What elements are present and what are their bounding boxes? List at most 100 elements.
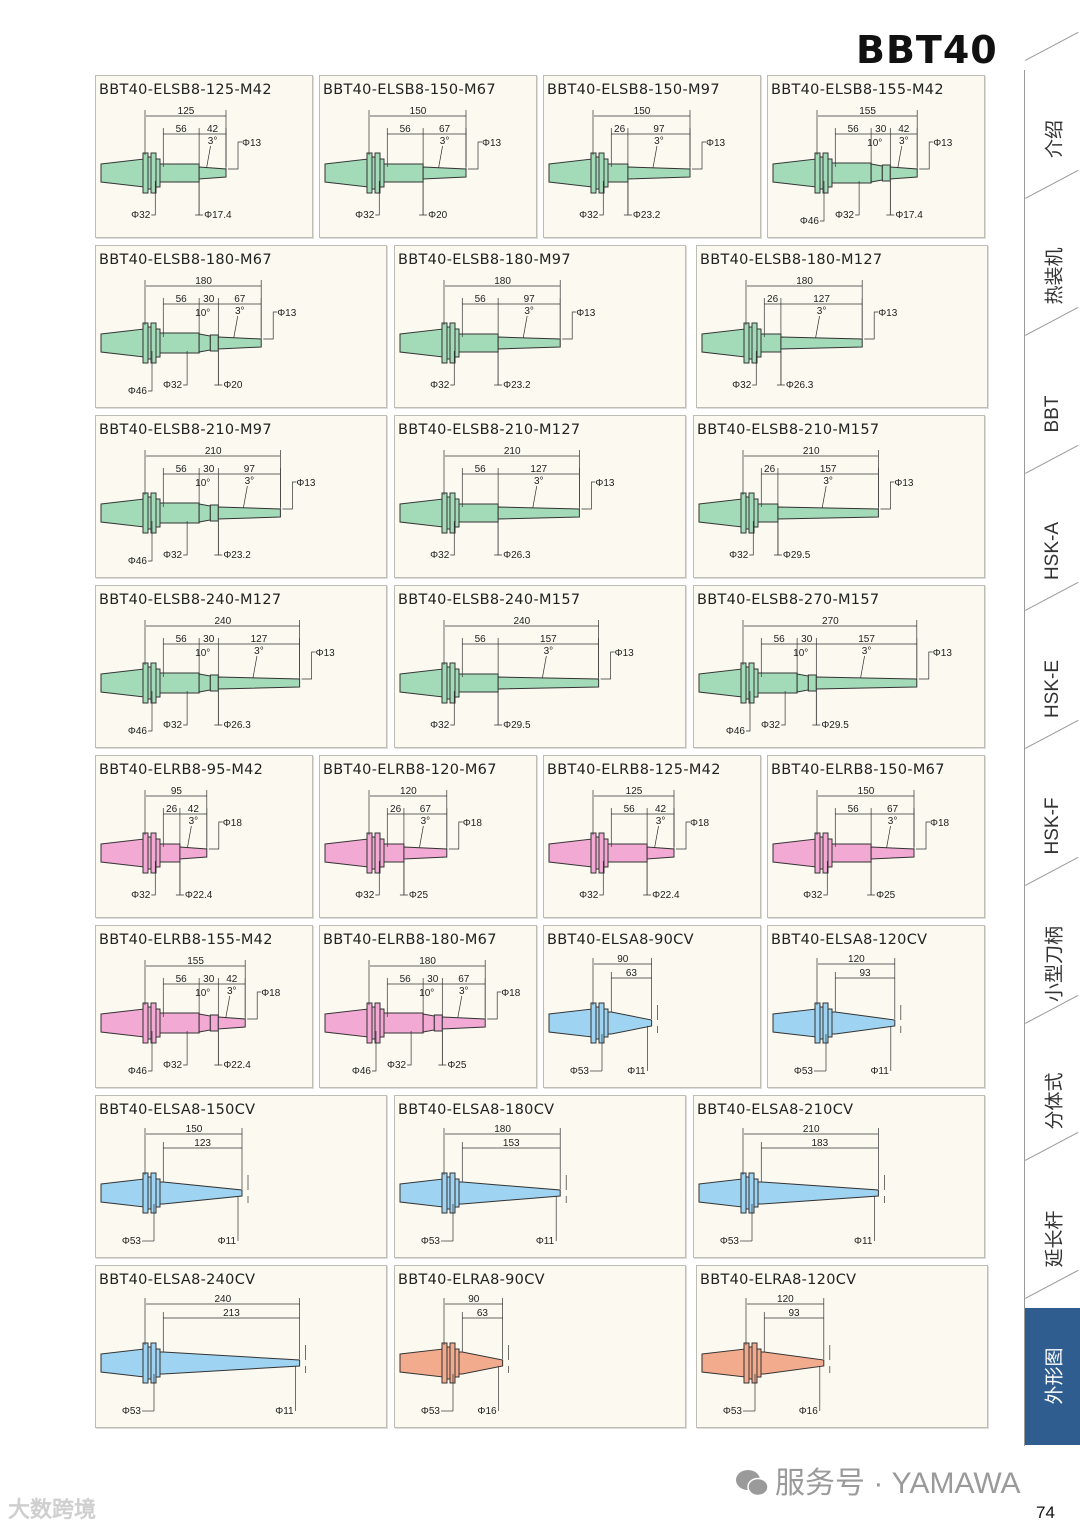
- dim-total: 240: [214, 1294, 231, 1305]
- watermark: 服务号 · YAMAWA: [735, 1458, 1021, 1502]
- section-sidebar: 介绍 热装机 BBT HSK-A HSK-E HSK-F 小型刀柄分体式 延长杆 外形图: [1024, 31, 1080, 1446]
- dim-segment: 26: [390, 804, 402, 815]
- product-card: BBT40-ELRB8-95-M42 95 26 42 3° Φ18 Φ32 Φ22.4: [95, 755, 313, 918]
- product-card: BBT40-ELSB8-125-M42 125 56 42 3° Φ13 Φ32 Φ17.4: [95, 75, 313, 238]
- holder-shape: [324, 832, 448, 874]
- dim-segment: 30: [203, 634, 215, 645]
- dim-diameter: Φ53: [794, 1066, 814, 1077]
- sidebar-tab[interactable]: BBT: [1025, 306, 1080, 482]
- product-card: BBT40-ELSA8-210CV 210 183 Φ53 Φ11: [693, 1095, 985, 1258]
- dim-total: 180: [419, 956, 436, 967]
- sidebar-tab[interactable]: HSK-E: [1025, 581, 1080, 757]
- dim-total: 120: [400, 786, 417, 797]
- product-card: BBT40-ELRB8-125-M42 125 56 42 3° Φ18 Φ32 Φ22.4: [543, 755, 761, 918]
- dim-segment: 56: [176, 294, 188, 305]
- dim-angle: 3°: [817, 306, 827, 317]
- dimensions: [816, 110, 934, 222]
- dimensions: [590, 958, 658, 1072]
- sidebar-tab-label: BBT: [1042, 395, 1063, 432]
- dim-segment: 26: [614, 124, 626, 135]
- dim-diameter: Φ16: [799, 1406, 819, 1417]
- holder-shape: [324, 1002, 486, 1044]
- dim-segment: 67: [887, 804, 899, 815]
- dim-segment: 183: [811, 1138, 828, 1149]
- dim-diameter: Φ32: [579, 890, 599, 901]
- holder-shape: [701, 1342, 825, 1384]
- dim-diameter: Φ32: [163, 380, 183, 391]
- sidebar-tab[interactable]: HSK-A: [1025, 444, 1080, 620]
- dim-segment: 30: [203, 464, 215, 475]
- dim-diameter: Φ25: [447, 1060, 467, 1071]
- dim-tip-diameter: Φ13: [316, 648, 336, 659]
- dim-diameter: Φ29.5: [783, 550, 811, 561]
- sidebar-tab[interactable]: 外形图: [1025, 1269, 1080, 1445]
- product-code: BBT40-ELSA8-90CV: [547, 932, 694, 948]
- dim-diameter: Φ32: [355, 890, 375, 901]
- sidebar-tab[interactable]: 介绍: [1025, 31, 1080, 207]
- dim-segment: 56: [176, 634, 188, 645]
- dim-segment: 127: [251, 634, 268, 645]
- product-card: BBT40-ELRA8-120CV 120 93 Φ53 Φ16: [696, 1265, 988, 1428]
- dim-diameter: Φ29.5: [503, 720, 531, 731]
- dim-segment: 30: [427, 974, 439, 985]
- product-card: BBT40-ELRB8-150-M67 150 56 67 3° Φ18 Φ32 Φ25: [767, 755, 985, 918]
- sidebar-tab[interactable]: 延长杆: [1025, 1131, 1080, 1307]
- product-card: BBT40-ELSA8-240CV 240 213 Φ53 Φ11: [95, 1265, 387, 1428]
- dimensions: [592, 790, 690, 896]
- product-card: BBT40-ELSA8-150CV 150 123 Φ53 Φ11: [95, 1095, 387, 1258]
- dim-tip-diameter: Φ13: [296, 478, 316, 489]
- dim-tip-diameter: Φ13: [933, 138, 953, 149]
- holder-shape: [548, 152, 691, 194]
- dim-diameter: Φ32: [163, 550, 183, 561]
- sidebar-tab[interactable]: 热装机: [1025, 169, 1080, 345]
- tool-drawing: 125 56 423° Φ13 Φ32 Φ17.4: [100, 106, 262, 221]
- dimensions: [368, 790, 463, 896]
- dim-total: 150: [634, 106, 651, 117]
- dim-segment: 67: [458, 974, 470, 985]
- dim-diameter: Φ23.2: [503, 380, 531, 391]
- dim-total: 95: [171, 786, 183, 797]
- holder-shape: [100, 492, 281, 534]
- dim-diameter: Φ53: [421, 1406, 441, 1417]
- sidebar-tab[interactable]: HSK-F: [1025, 719, 1080, 895]
- dim-segment: 153: [503, 1138, 520, 1149]
- dim-segment: 93: [788, 1308, 800, 1319]
- dimensions: [443, 450, 596, 556]
- dim-total: 125: [626, 786, 643, 797]
- holder-shape: [100, 832, 208, 874]
- product-code: BBT40-ELSB8-210-M127: [398, 422, 581, 438]
- dim-angle: 3°: [899, 136, 909, 147]
- dim-segment: 30: [801, 634, 813, 645]
- product-code: BBT40-ELRA8-90CV: [398, 1272, 545, 1288]
- dim-angle: 3°: [421, 816, 431, 827]
- product-code: BBT40-ELSB8-270-M157: [697, 592, 880, 608]
- dim-diameter: Φ11: [854, 1236, 873, 1247]
- product-code: BBT40-ELSB8-150-M97: [547, 82, 720, 98]
- dim-total: 125: [178, 106, 195, 117]
- dimensions: [816, 790, 930, 896]
- holder-shape: [772, 152, 918, 194]
- dim-segment: 157: [820, 464, 837, 475]
- dimensions: [742, 620, 933, 732]
- holder-shape: [100, 322, 262, 364]
- sidebar-tab-label: 分体式: [1044, 1072, 1066, 1130]
- holder-shape: [100, 1002, 246, 1044]
- dim-diameter: Φ17.4: [895, 210, 923, 221]
- dim-diameter: Φ32: [163, 1060, 183, 1071]
- dim-diameter: Φ22.4: [652, 890, 680, 901]
- sidebar-tab[interactable]: 小型刀柄: [1025, 856, 1080, 1032]
- product-code: BBT40-ELSB8-180-M97: [398, 252, 571, 268]
- dim-segment: 56: [400, 974, 412, 985]
- sidebar-tab[interactable]: 分体式: [1025, 994, 1080, 1170]
- wechat-icon: [736, 1470, 769, 1497]
- dim-tip-diameter: Φ18: [223, 818, 243, 829]
- product-card: BBT40-ELSB8-180-M67 180 56 30 67 3° 10° Φ13 Φ46 Φ…: [95, 245, 387, 408]
- dim-diameter: Φ46: [128, 386, 148, 397]
- dim-angle: 3°: [862, 646, 872, 657]
- holder-shape: [399, 1342, 504, 1384]
- dim-diameter: Φ46: [128, 1066, 148, 1077]
- dim-diameter: Φ32: [430, 380, 450, 391]
- dim-segment: 56: [848, 124, 860, 135]
- dim-segment: 157: [858, 634, 875, 645]
